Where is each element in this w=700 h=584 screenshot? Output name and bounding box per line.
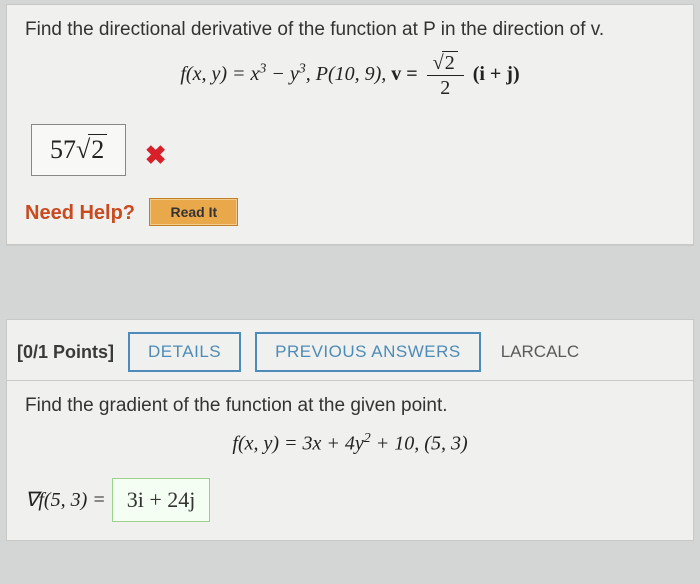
q2-gradient-row: ∇f(5, 3) = 3i + 24j: [25, 478, 675, 522]
q2-exp: 2: [364, 431, 371, 446]
q2-grad-lhs: ∇f(5, 3) =: [25, 487, 106, 512]
q1-answer-box[interactable]: 57 2: [31, 124, 126, 176]
q2-prompt: Find the gradient of the function at the…: [25, 395, 675, 417]
question1-panel: Find the directional derivative of the f…: [6, 4, 694, 245]
q1-veq: v =: [391, 63, 422, 85]
read-it-button[interactable]: Read It: [149, 198, 238, 226]
q2-answer-box[interactable]: 3i + 24j: [112, 478, 211, 522]
q1-fn-lhs: f(x, y) = x: [180, 63, 259, 85]
q2-fn-tail: + 10, (5, 3): [371, 433, 468, 455]
q1-point: , P(10, 9),: [306, 63, 392, 85]
help-row: Need Help? Read It: [25, 198, 675, 226]
q1-answer-pre: 57: [50, 135, 76, 164]
q1-exp2: 3: [299, 61, 306, 76]
q1-fraction: 2 2: [427, 53, 464, 98]
previous-answers-button[interactable]: PREVIOUS ANSWERS: [255, 332, 481, 372]
wrong-icon: ✖: [145, 140, 167, 171]
panel-gap: [0, 249, 700, 319]
q1-formula: f(x, y) = x3 − y3, P(10, 9), v = 2 2 (i …: [25, 53, 675, 98]
points-label: [0/1 Points]: [17, 342, 114, 363]
q1-fn-mid: − y: [266, 63, 298, 85]
q1-prompt: Find the directional derivative of the f…: [25, 19, 675, 41]
q2-formula: f(x, y) = 3x + 4y2 + 10, (5, 3): [25, 429, 675, 458]
q1-answer-sqrt: 2: [88, 134, 107, 164]
q2-fn: f(x, y) = 3x + 4y: [232, 433, 363, 455]
question2-panel: Find the gradient of the function at the…: [6, 380, 694, 541]
q2-header: [0/1 Points] DETAILS PREVIOUS ANSWERS LA…: [6, 319, 694, 380]
q1-tail: (i + j): [473, 63, 520, 85]
q1-frac-den: 2: [427, 76, 464, 98]
source-label: LARCALC: [501, 342, 579, 362]
details-button[interactable]: DETAILS: [128, 332, 241, 372]
q2-grad-answer: 3i + 24j: [127, 487, 196, 512]
q1-frac-num: 2: [442, 51, 458, 74]
need-help-label: Need Help?: [25, 202, 135, 224]
